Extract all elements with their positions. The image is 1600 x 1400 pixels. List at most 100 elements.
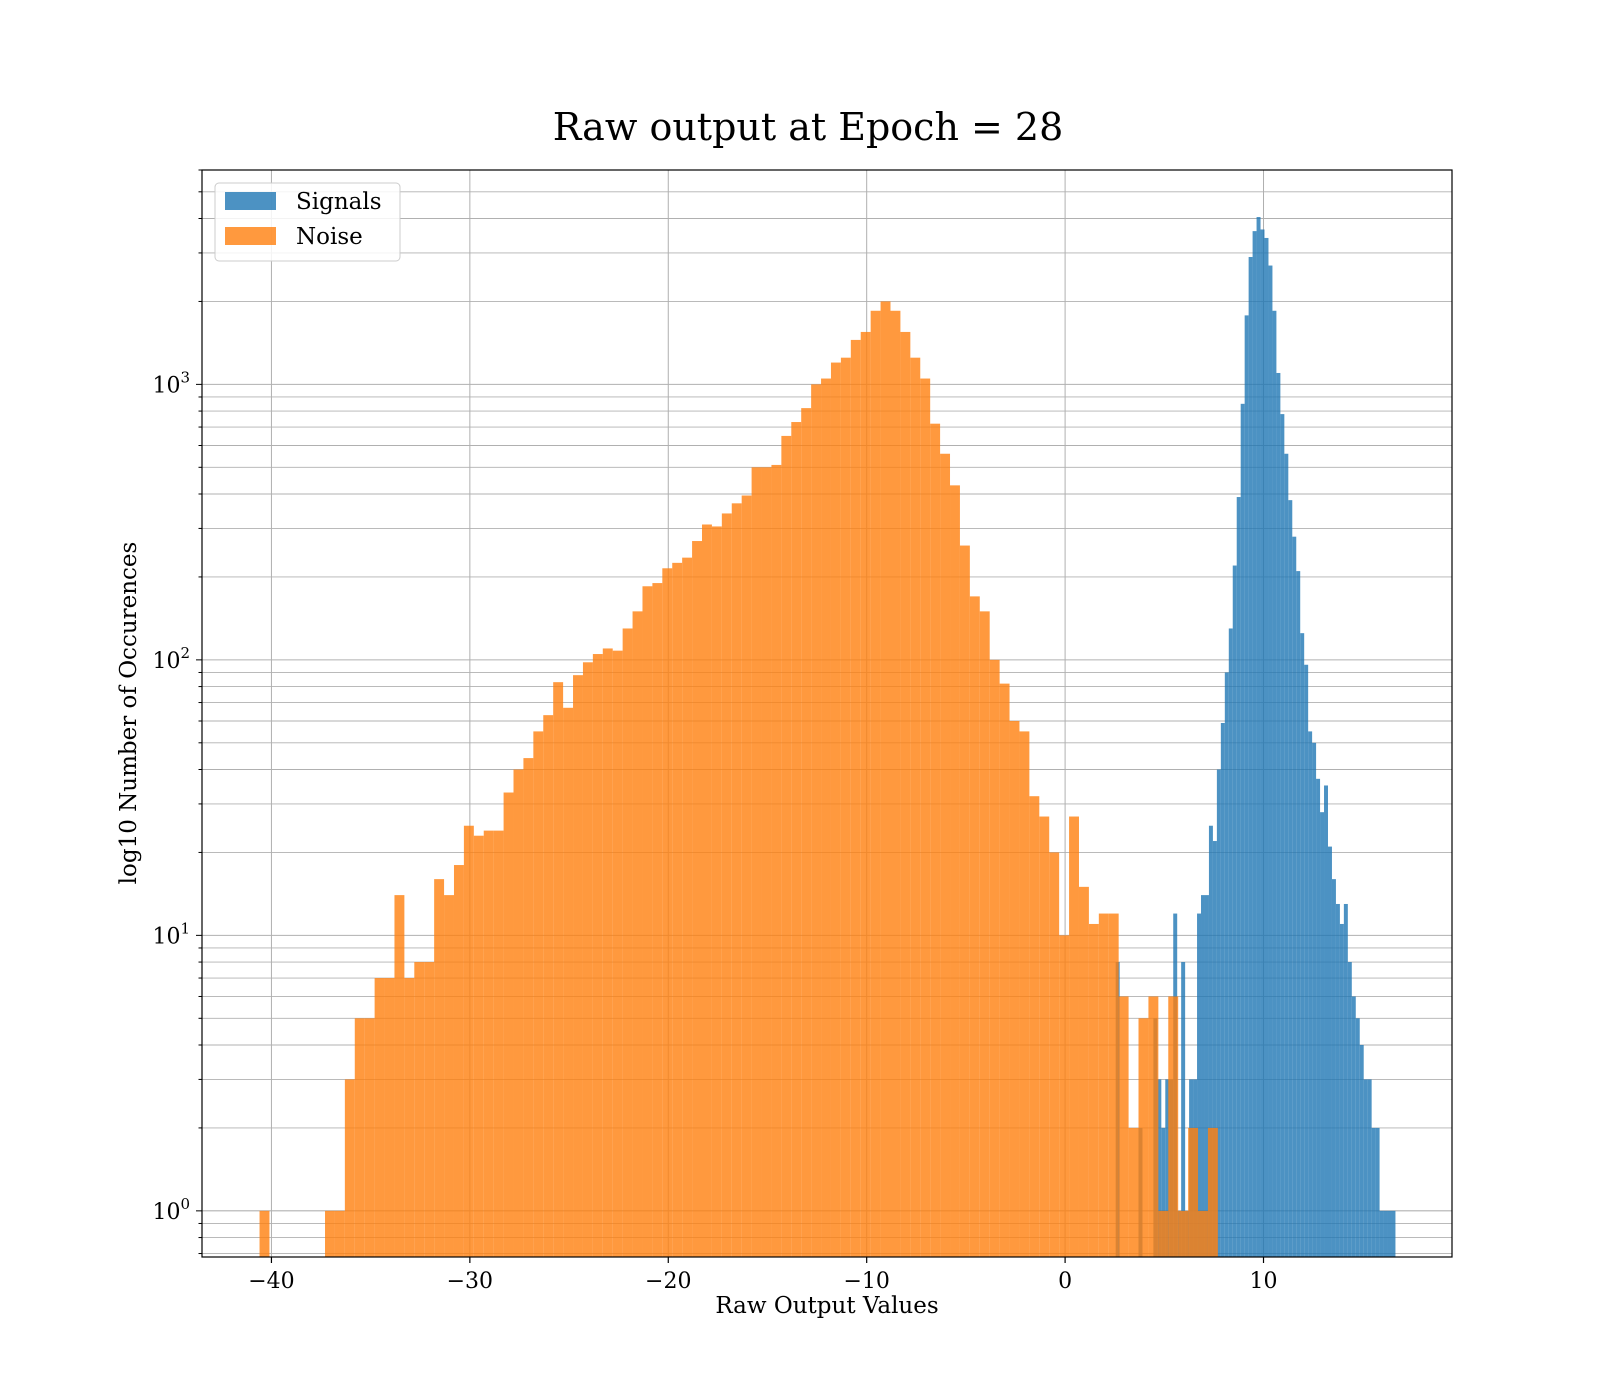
noise-bar <box>1049 852 1060 1257</box>
noise-bar <box>761 467 772 1257</box>
signals-bar <box>1343 903 1348 1257</box>
noise-bar <box>850 339 861 1258</box>
x-tick-label: −20 <box>645 1269 691 1294</box>
noise-bar <box>821 378 831 1257</box>
signals-bar <box>1351 996 1356 1257</box>
noise-bar <box>602 648 613 1257</box>
noise-bar <box>711 526 722 1257</box>
signals-bar <box>1324 785 1328 1257</box>
signals-bar <box>1391 1210 1396 1257</box>
noise-bar <box>811 384 822 1257</box>
noise-bar <box>741 495 752 1257</box>
noise-bar <box>1108 913 1119 1257</box>
signals-bar <box>1248 256 1253 1258</box>
signals-bar <box>1252 231 1257 1258</box>
signals-bar <box>1387 1210 1392 1257</box>
noise-bar <box>394 895 405 1257</box>
signals-bar <box>1284 453 1289 1257</box>
signals-bar <box>1367 1079 1372 1257</box>
signals-bar <box>1157 1079 1162 1257</box>
signals-bar <box>1359 1044 1364 1257</box>
noise-bar <box>473 835 484 1257</box>
signals-bar <box>1201 895 1205 1257</box>
noise-bar <box>592 654 603 1257</box>
signals-bar <box>1327 846 1332 1257</box>
legend-label-signals: Signals <box>296 189 382 215</box>
noise-bar <box>1158 1210 1169 1257</box>
signals-bar <box>1383 1210 1388 1257</box>
x-tick-label: −30 <box>447 1269 493 1294</box>
noise-bar <box>1198 1210 1208 1257</box>
noise-bar <box>999 683 1010 1257</box>
noise-bar <box>682 557 693 1257</box>
x-tick-label: 0 <box>1058 1269 1072 1294</box>
noise-bar <box>1069 816 1079 1257</box>
legend-swatch-noise <box>225 227 276 245</box>
noise-bar <box>573 675 583 1257</box>
noise-bar <box>344 1079 355 1257</box>
noise-bar <box>1098 913 1109 1257</box>
noise-bar <box>364 1018 375 1257</box>
noise-bar <box>1128 1127 1139 1257</box>
signals-bar <box>1264 237 1269 1258</box>
noise-bar <box>523 758 534 1257</box>
noise-bar <box>404 978 415 1257</box>
noise-bar <box>1178 1210 1189 1257</box>
noise-bar <box>453 865 464 1257</box>
noise-bar <box>900 331 911 1257</box>
signals-bar <box>1197 913 1202 1257</box>
y-tick-label: 100 <box>152 1195 190 1225</box>
signals-bar <box>1208 825 1213 1257</box>
noise-bar <box>721 513 732 1257</box>
signals-bar <box>1335 903 1340 1257</box>
plot-frame <box>201 169 1453 1258</box>
signals-bar <box>1320 812 1325 1257</box>
x-tick-label: 10 <box>1250 1269 1278 1294</box>
noise-bar <box>1009 720 1020 1257</box>
signals-bar <box>1228 628 1233 1257</box>
noise-bar <box>791 422 802 1257</box>
noise-bar <box>414 962 425 1257</box>
signals-bar <box>1268 265 1273 1257</box>
noise-bar <box>493 830 504 1257</box>
noise-bar <box>771 464 782 1257</box>
noise-bar <box>325 1210 335 1257</box>
noise-bar <box>959 545 970 1257</box>
signals-bar <box>1256 217 1261 1257</box>
noise-bar <box>801 408 812 1257</box>
signals-bar <box>1347 962 1352 1257</box>
series-signals <box>1115 217 1396 1258</box>
noise-bar <box>702 524 712 1257</box>
y-tick-label: 103 <box>152 368 190 398</box>
signals-bar <box>1308 731 1313 1257</box>
noise-bar <box>840 357 851 1257</box>
noise-bar <box>553 682 564 1257</box>
noise-bar <box>642 586 653 1257</box>
signals-bar <box>1276 372 1281 1257</box>
noise-bar <box>354 1018 365 1257</box>
series-noise <box>259 301 1218 1258</box>
y-tick-label: 102 <box>152 644 190 674</box>
noise-bar <box>830 362 841 1257</box>
noise-bar <box>1019 731 1030 1257</box>
noise-bar <box>612 650 623 1257</box>
noise-bar <box>1059 935 1070 1257</box>
noise-bar <box>503 792 514 1257</box>
noise-bar <box>1188 1127 1199 1257</box>
noise-bar <box>870 310 881 1257</box>
signals-bar <box>1272 310 1277 1257</box>
noise-bar <box>1138 1018 1149 1257</box>
noise-bar <box>930 423 941 1257</box>
legend-swatch-signals <box>225 192 276 210</box>
x-tick-label: −40 <box>248 1269 294 1294</box>
noise-bar <box>463 825 474 1257</box>
signals-bar <box>1304 664 1309 1257</box>
noise-bar <box>1168 996 1179 1257</box>
signals-bar <box>1260 229 1265 1257</box>
x-axis-ticks: −40 −30 −20 −10 0 10 <box>248 1257 1278 1294</box>
noise-bar <box>890 310 901 1257</box>
noise-bar <box>1207 1127 1218 1257</box>
signals-bar <box>1280 414 1285 1257</box>
signals-bar <box>1363 1079 1368 1257</box>
signals-bar <box>1316 778 1321 1257</box>
